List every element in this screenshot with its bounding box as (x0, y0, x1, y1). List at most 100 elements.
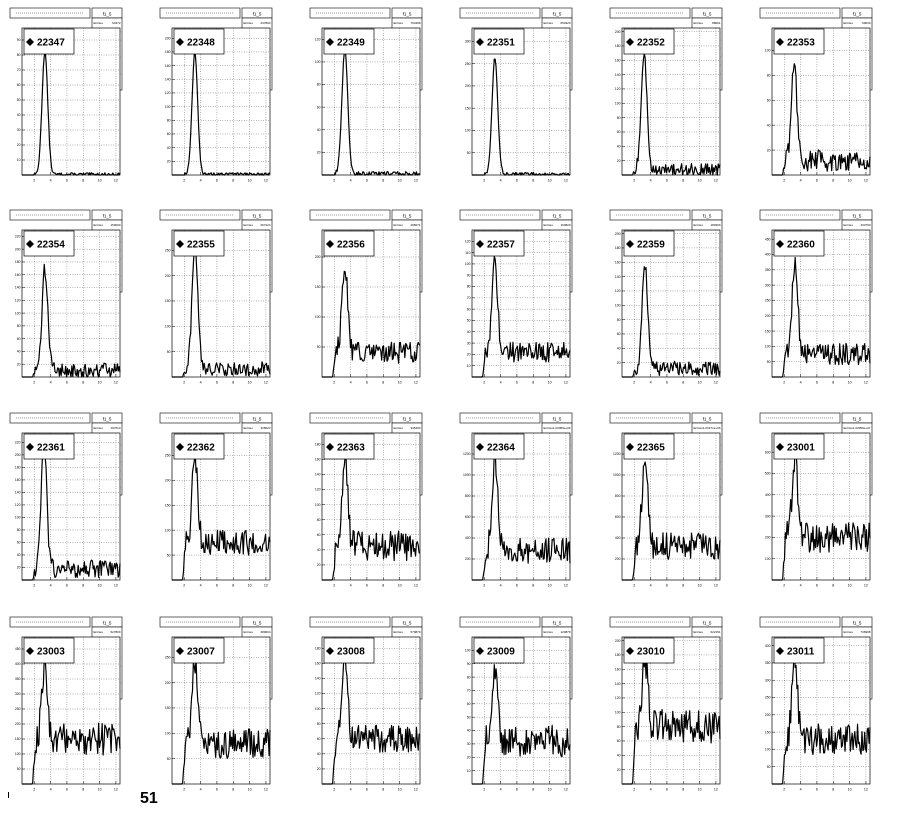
x-tick-label: 4 (500, 584, 502, 588)
y-tick-label: 50 (17, 767, 21, 771)
x-tick-label: 2 (33, 179, 35, 183)
y-tick-label: 180 (615, 246, 621, 250)
run-number-label: 23003 (37, 647, 65, 658)
y-tick-label: 80 (17, 324, 21, 328)
histogram-trace (322, 455, 421, 581)
y-tick-label: 90 (467, 662, 471, 666)
stats-label: Entries (844, 21, 854, 25)
x-tick-label: 8 (232, 381, 234, 385)
run-label-box (623, 230, 675, 257)
y-tick-label: 140 (15, 286, 21, 290)
histogram-name: f1_5 (403, 12, 412, 17)
x-tick-label: 10 (548, 381, 552, 385)
y-tick-label: 450 (765, 237, 771, 241)
y-tick-label: 400 (15, 662, 21, 666)
x-tick-label: 4 (500, 179, 502, 183)
y-tick-label: 40 (317, 128, 321, 132)
run-number-label: 22361 (37, 443, 65, 454)
y-tick-label: 200 (615, 232, 621, 236)
x-tick-label: 6 (366, 788, 368, 792)
y-tick-label: 200 (315, 255, 321, 259)
y-tick-label: 160 (15, 478, 21, 482)
y-tick-label: 300 (765, 678, 771, 682)
diamond-marker-icon (326, 38, 334, 46)
y-tick-label: 600 (615, 515, 621, 519)
y-tick-label: 80 (317, 722, 321, 726)
x-tick-label: 6 (66, 584, 68, 588)
y-tick-label: 200 (165, 36, 171, 40)
histogram-trace (472, 664, 571, 785)
y-tick-label: 40 (617, 145, 621, 149)
stats-value: 237893 (260, 21, 270, 25)
histogram-trace (772, 646, 871, 785)
x-tick-label: 8 (532, 179, 534, 183)
y-tick-label: 400 (765, 253, 771, 257)
stats-label: Entries (844, 630, 854, 634)
y-tick-label: 120 (615, 289, 621, 293)
stats-label: Entries (394, 630, 404, 634)
histogram-panel-22364: f1_5Entries1.03089e+06Mean5.903RMS3.396χ… (459, 412, 573, 588)
x-tick-label: 2 (783, 381, 785, 385)
y-tick-label: 40 (17, 113, 21, 117)
stats-label: Entries (394, 223, 404, 227)
run-number-label: 22351 (487, 38, 515, 49)
run-number-label: 22355 (187, 240, 215, 251)
y-tick-label: 20 (17, 362, 21, 366)
diamond-marker-icon (776, 443, 784, 451)
x-tick-label: 10 (398, 381, 402, 385)
y-tick-label: 40 (317, 548, 321, 552)
stats-value: 163829 (560, 223, 570, 227)
x-tick-label: 4 (50, 788, 52, 792)
y-tick-label: 100 (315, 503, 321, 507)
y-tick-label: 80 (767, 74, 771, 78)
histogram-panel-23010: f1_5Entries622151Mean5.939RMS3.161χ² / n… (609, 616, 723, 792)
histogram-name: f1_5 (703, 621, 712, 626)
y-tick-label: 30 (467, 742, 471, 746)
y-tick-label: 120 (615, 87, 621, 91)
y-tick-label: 120 (315, 488, 321, 492)
run-number-label: 23010 (637, 647, 665, 658)
y-tick-label: 160 (615, 667, 621, 671)
x-tick-label: 12 (564, 788, 568, 792)
run-number-label: 22365 (637, 443, 665, 454)
stats-value: 433790 (860, 223, 870, 227)
x-tick-label: 12 (864, 381, 868, 385)
y-tick-label: 150 (315, 285, 321, 289)
run-number-label: 23001 (787, 443, 815, 454)
stats-value: 764498 (410, 21, 420, 25)
y-tick-label: 60 (467, 702, 471, 706)
y-tick-label: 90 (17, 38, 21, 42)
x-tick-label: 2 (783, 584, 785, 588)
x-tick-label: 8 (382, 788, 384, 792)
x-tick-label: 10 (98, 381, 102, 385)
histogram-panel-23009: f1_5Entries120879Mean5.691RMS3.115χ² / n… (459, 616, 573, 792)
y-tick-label: 100 (615, 710, 621, 714)
diamond-marker-icon (26, 443, 34, 451)
x-tick-label: 2 (183, 179, 185, 183)
histogram-panel-22363: f1_5Entries335493Mean5.797RMS3.47χ² / nd… (309, 412, 423, 588)
x-tick-label: 12 (414, 584, 418, 588)
run-number-label: 22354 (37, 240, 65, 251)
x-tick-label: 12 (714, 788, 718, 792)
x-tick-label: 2 (633, 381, 635, 385)
y-tick-label: 400 (615, 536, 621, 540)
histogram-trace (322, 270, 421, 378)
diamond-marker-icon (626, 38, 634, 46)
histogram-trace (172, 52, 271, 176)
stats-value: 489604 (260, 630, 270, 634)
y-tick-label: 120 (615, 696, 621, 700)
x-tick-label: 4 (350, 381, 352, 385)
run-number-label: 22359 (637, 240, 665, 251)
y-tick-label: 60 (317, 737, 321, 741)
diamond-marker-icon (776, 240, 784, 248)
x-tick-label: 8 (232, 584, 234, 588)
x-tick-label: 2 (33, 584, 35, 588)
y-tick-label: 150 (165, 706, 171, 710)
histogram-panel-23007: f1_5Entries489604Mean5.865RMS3.348χ² / n… (159, 616, 273, 792)
y-tick-label: 200 (165, 274, 171, 278)
x-tick-label: 10 (698, 584, 702, 588)
y-tick-label: 100 (465, 129, 471, 133)
y-tick-label: 350 (765, 661, 771, 665)
y-tick-label: 100 (15, 752, 21, 756)
